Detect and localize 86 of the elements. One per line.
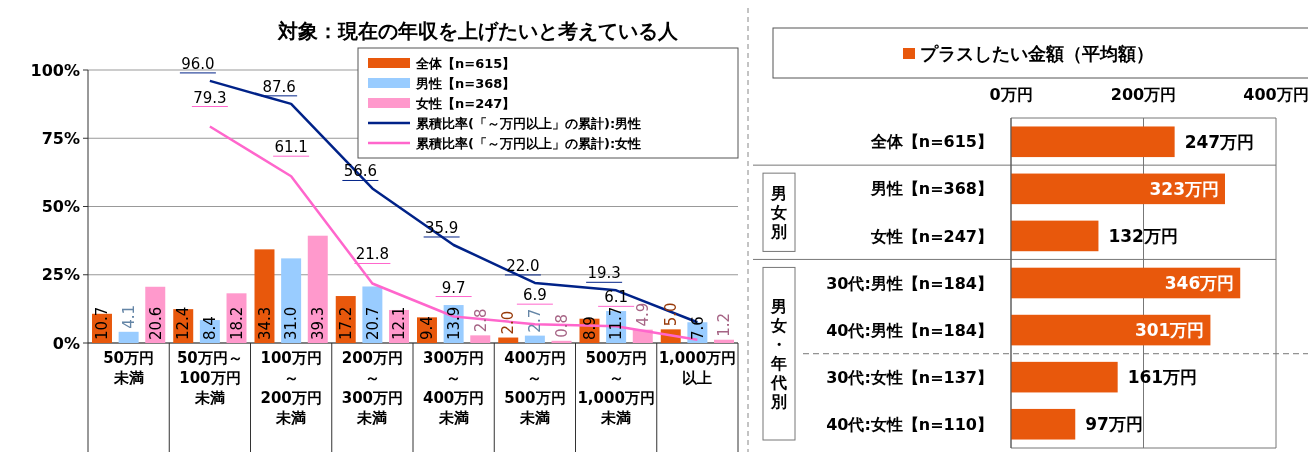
data-label: 2.0 <box>499 310 518 335</box>
data-label: 346万円 <box>1164 272 1235 293</box>
data-label: 34.3 <box>255 306 274 340</box>
x-tick-label: 50万円未満 <box>103 349 155 387</box>
y-tick-label: 40代:女性【n=110】 <box>826 414 993 434</box>
y-tick-label: 25% <box>41 265 80 285</box>
legend-label: 男性【n=368】 <box>415 75 516 91</box>
bar <box>281 258 302 343</box>
data-label: 17.2 <box>336 306 355 340</box>
data-label: 39.3 <box>309 306 328 340</box>
data-label: 7.6 <box>688 316 707 340</box>
x-tick-label: 100万円～200万円未満 <box>260 349 322 427</box>
legend-label: 女性【n=247】 <box>415 95 516 111</box>
y-tick-label: 75% <box>41 128 80 148</box>
data-label: 4.9 <box>634 302 653 327</box>
data-label: 22.0 <box>506 256 540 275</box>
data-label: 8.4 <box>201 316 220 340</box>
data-label: 20.7 <box>363 306 382 340</box>
bar <box>498 337 519 343</box>
data-label: 19.3 <box>587 264 621 283</box>
x-tick-label: 400万円 <box>1243 85 1309 104</box>
x-tick-label: 400万円～500万円未満 <box>504 349 566 427</box>
data-label: 2.7 <box>526 308 545 333</box>
bar <box>1011 361 1118 393</box>
data-label: 6.9 <box>522 286 547 305</box>
data-label: 132万円 <box>1108 225 1178 246</box>
data-label: 11.7 <box>607 306 626 340</box>
bar <box>524 335 545 343</box>
x-tick-label: 1,000万円以上 <box>658 349 737 387</box>
bar <box>551 340 572 343</box>
bar <box>1011 220 1099 252</box>
data-label: 87.6 <box>262 77 296 96</box>
data-label: 12.4 <box>174 306 193 340</box>
legend-label: 累積比率(「～万円以上」の累計):女性 <box>415 135 642 151</box>
y-tick-label: 0% <box>52 333 80 353</box>
x-tick-label: 500万円～1,000万円未満 <box>577 349 655 427</box>
legend-label: プラスしたい金額（平均額） <box>920 43 1154 65</box>
y-tick-label: 50% <box>41 197 80 217</box>
data-label: 21.8 <box>355 245 390 264</box>
x-tick-label: 300万円～400万円未満 <box>422 349 485 427</box>
bar <box>1011 126 1175 158</box>
x-tick-label: 200万円 <box>1110 85 1177 104</box>
x-tick-label: 0万円 <box>989 85 1033 104</box>
data-label: 96.0 <box>181 54 215 73</box>
data-label: 20.6 <box>146 306 165 340</box>
data-label: 13.9 <box>444 306 463 340</box>
chart-title: 対象：現在の年収を上げたいと考えている人 <box>277 19 679 43</box>
y-tick-label: 40代:男性【n=184】 <box>826 320 993 340</box>
y-tick-label: 男性【n=368】 <box>869 179 993 199</box>
data-label: 79.3 <box>193 88 227 107</box>
bar <box>470 335 491 343</box>
y-tick-label: 女性【n=247】 <box>869 226 993 246</box>
data-label: 6.1 <box>604 288 629 307</box>
data-label: 247万円 <box>1184 131 1255 152</box>
data-label: 301万円 <box>1134 320 1205 341</box>
y-tick-label: 30代:女性【n=137】 <box>826 367 993 387</box>
bar <box>1011 408 1076 440</box>
y-tick-label: 30代:男性【n=184】 <box>826 273 993 293</box>
x-tick-label: 200万円～300万円未満 <box>341 349 404 427</box>
data-label: 12.1 <box>390 306 409 340</box>
text: 男女別 <box>770 183 787 241</box>
data-label: 31.0 <box>282 306 301 340</box>
y-tick-label: 100% <box>30 60 80 80</box>
data-label: 9.7 <box>441 278 466 297</box>
data-label: 35.9 <box>424 218 459 237</box>
data-label: 8.9 <box>580 316 599 340</box>
legend-label: 全体【n=615】 <box>415 55 516 71</box>
data-label: 161万円 <box>1127 367 1198 388</box>
text: 男女・年代別 <box>770 296 787 411</box>
y-tick-label: 全体【n=615】 <box>869 132 993 152</box>
data-label: 18.2 <box>227 306 246 340</box>
data-label: 323万円 <box>1149 178 1219 199</box>
legend-label: 累積比率(「～万円以上」の累計):男性 <box>415 115 642 131</box>
data-label: 97万円 <box>1085 414 1143 435</box>
data-label: 5.0 <box>661 302 680 327</box>
x-tick-label: 50万円～100万円未満 <box>176 349 243 407</box>
data-label: 2.8 <box>471 308 490 333</box>
data-label: 9.4 <box>418 316 437 340</box>
data-label: 1.2 <box>715 312 734 337</box>
data-label: 4.1 <box>119 304 138 329</box>
data-label: 0.8 <box>552 313 571 338</box>
bar <box>307 235 328 343</box>
data-label: 10.7 <box>93 306 112 340</box>
bar <box>118 331 139 343</box>
bar <box>714 339 734 343</box>
data-label: 61.1 <box>274 138 308 157</box>
